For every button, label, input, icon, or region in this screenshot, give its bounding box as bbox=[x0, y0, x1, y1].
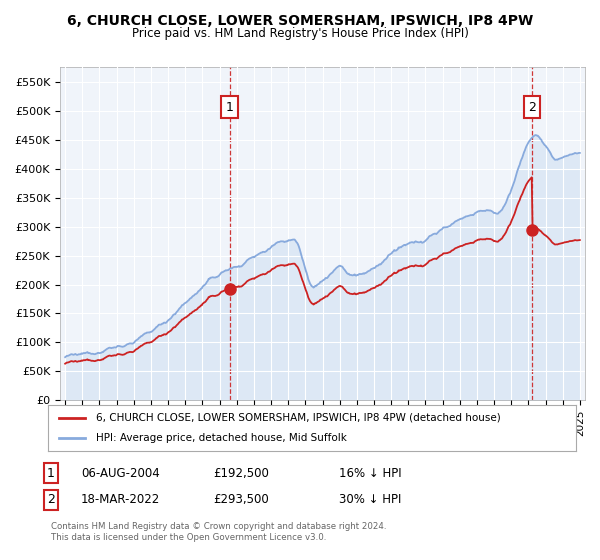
Text: HPI: Average price, detached house, Mid Suffolk: HPI: Average price, detached house, Mid … bbox=[95, 433, 346, 443]
Text: 6, CHURCH CLOSE, LOWER SOMERSHAM, IPSWICH, IP8 4PW: 6, CHURCH CLOSE, LOWER SOMERSHAM, IPSWIC… bbox=[67, 14, 533, 28]
Text: Contains HM Land Registry data © Crown copyright and database right 2024.: Contains HM Land Registry data © Crown c… bbox=[51, 522, 386, 531]
Text: £293,500: £293,500 bbox=[213, 493, 269, 506]
Text: 30% ↓ HPI: 30% ↓ HPI bbox=[339, 493, 401, 506]
Text: 2: 2 bbox=[528, 101, 536, 114]
Text: 1: 1 bbox=[226, 101, 233, 114]
Text: 6, CHURCH CLOSE, LOWER SOMERSHAM, IPSWICH, IP8 4PW (detached house): 6, CHURCH CLOSE, LOWER SOMERSHAM, IPSWIC… bbox=[95, 413, 500, 423]
Text: £192,500: £192,500 bbox=[213, 466, 269, 480]
Text: 2: 2 bbox=[47, 493, 55, 506]
Text: 18-MAR-2022: 18-MAR-2022 bbox=[81, 493, 160, 506]
Text: 1: 1 bbox=[47, 466, 55, 480]
Text: 06-AUG-2004: 06-AUG-2004 bbox=[81, 466, 160, 480]
Text: This data is licensed under the Open Government Licence v3.0.: This data is licensed under the Open Gov… bbox=[51, 533, 326, 542]
Text: 16% ↓ HPI: 16% ↓ HPI bbox=[339, 466, 401, 480]
Text: Price paid vs. HM Land Registry's House Price Index (HPI): Price paid vs. HM Land Registry's House … bbox=[131, 27, 469, 40]
